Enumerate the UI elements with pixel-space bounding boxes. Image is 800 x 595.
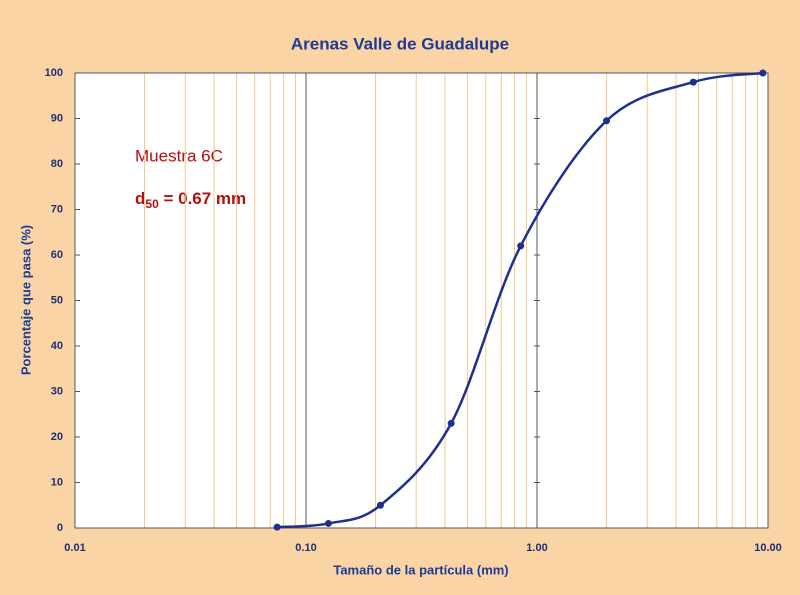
y-tick-label: 0 [57, 522, 63, 534]
y-tick-label: 70 [51, 203, 63, 215]
y-tick-label: 40 [51, 340, 63, 352]
point [376, 501, 384, 509]
y-tick-label: 100 [45, 67, 63, 79]
point [447, 419, 455, 427]
annotation-part: = 0.67 mm [159, 189, 246, 208]
point [689, 78, 697, 86]
y-tick-label: 30 [51, 385, 63, 397]
point [603, 117, 611, 125]
point [273, 523, 281, 531]
x-tick-label: 1.00 [526, 542, 547, 554]
plot-border [74, 72, 769, 529]
y-axis-label: Porcentaje que pasa (%) [18, 225, 33, 375]
y-tick-label: 90 [51, 112, 63, 124]
point [517, 242, 525, 250]
annotation-sub: 50 [145, 197, 159, 211]
x-tick-label: 0.10 [295, 542, 316, 554]
x-tick-label: 0.01 [64, 542, 85, 554]
y-tick-label: 80 [51, 158, 63, 170]
annotation-part: d [135, 189, 145, 208]
curve [277, 71, 764, 529]
y-tick-label: 20 [51, 431, 63, 443]
point [759, 69, 767, 77]
y-tick-label: 10 [51, 476, 63, 488]
y-tick-label: 60 [51, 249, 63, 261]
annotation: d50 = 0.67 mm [135, 189, 246, 211]
point [324, 519, 332, 527]
y-tick-label: 50 [51, 294, 63, 306]
annotation: Muestra 6C [135, 146, 223, 165]
x-tick-label: 10.00 [754, 542, 782, 554]
chart-title: Arenas Valle de Guadalupe [291, 34, 509, 53]
x-axis-label: Tamaño de la partícula (mm) [333, 562, 508, 577]
plot-area [75, 73, 768, 528]
